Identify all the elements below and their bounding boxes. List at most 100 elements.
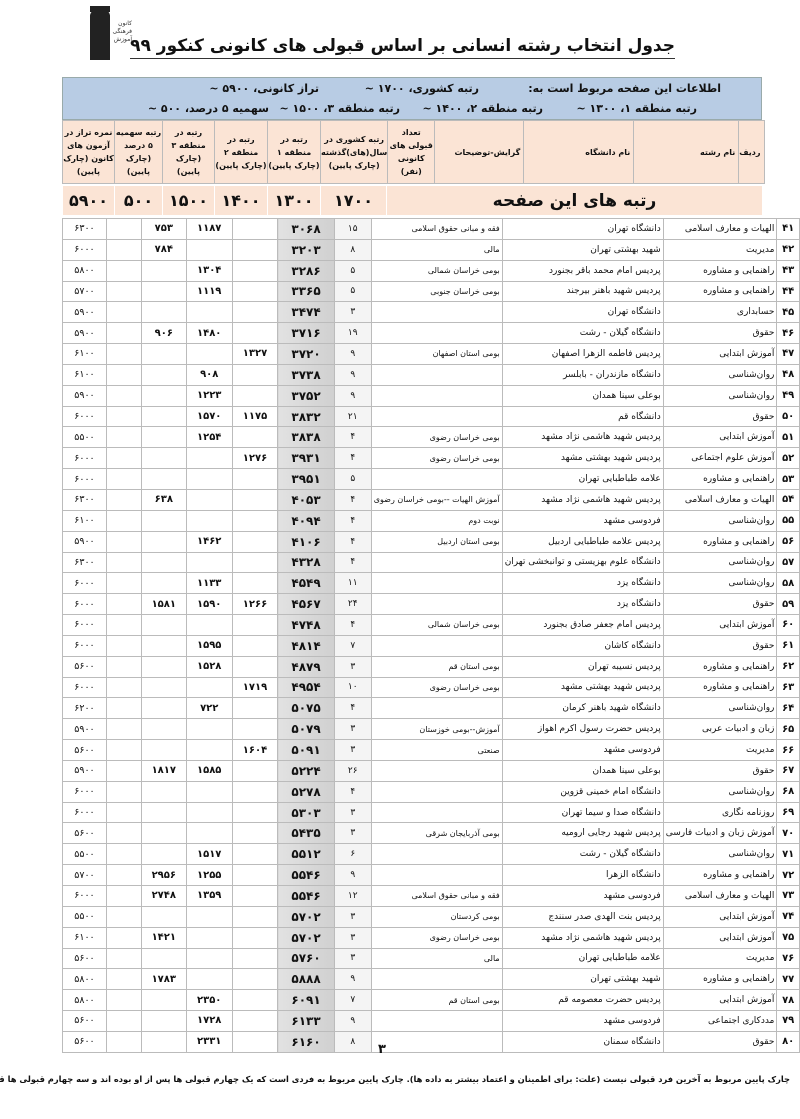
cell-major: حقوق (662, 593, 778, 616)
table-row: ۷۲ راهنمایی و مشاوره دانشگاه الزهرا ۹ ۵۵۴۶ ۱۲… (62, 864, 800, 886)
cell-count: ۴ (333, 697, 372, 720)
cell-university: پردیس شهید هاشمی نژاد مشهد (501, 926, 664, 949)
cell-quota5 (105, 343, 142, 365)
cell-quota5 (105, 426, 142, 449)
cell-major: آموزش ابتدایی (662, 426, 778, 449)
table-row: ۴۶ حقوق دانشگاه گیلان - رشت ۱۹ ۳۷۱۶ ۱۴۸۰ ۹۰۶ ۵۹… (62, 322, 800, 345)
cell-region2 (185, 509, 233, 532)
cell-major: آموزش زبان و ادبیات فارسی (662, 822, 778, 845)
cell-region3 (140, 405, 187, 428)
cell-national-rank: ۴۳۲۸ (277, 551, 335, 574)
cell-radif: ۶۷ (776, 759, 800, 782)
cell-major: الهیات و معارف اسلامی (662, 885, 778, 907)
cell-count: ۴ (333, 780, 372, 803)
table-row: ۴۲ مدیریت شهید بهشتی تهران مالی ۸ ۳۲۰۳ ۷۸۴ ۶۰۰۰ (62, 238, 800, 261)
cell-taraz: ۶۱۰۰ (62, 926, 107, 949)
cell-region3: ۱۴۲۱ (140, 926, 187, 949)
cell-count: ۳ (333, 947, 372, 970)
table-row: ۷۱ روان‌شناسی دانشگاه گیلان - رشت ۶ ۵۵۱۲ ۱۵۱۷… (62, 843, 800, 866)
cell-notes: بومی خراسان شمالی (370, 614, 503, 636)
cell-taraz: ۶۰۰۰ (62, 614, 107, 636)
cell-university: دانشگاه امام خمینی قزوین (501, 780, 664, 803)
cell-national-rank: ۵۲۷۸ (277, 780, 335, 803)
cell-region3 (140, 530, 187, 553)
cell-major: روان‌شناسی (662, 697, 778, 720)
cell-region3 (140, 551, 187, 574)
table-row: ۵۰ حقوق دانشگاه قم ۲۱ ۳۸۳۲ ۱۱۷۵ ۱۵۷۰ ۶۰۰۰ (62, 405, 800, 428)
cell-radif: ۷۷ (776, 968, 800, 991)
cell-notes (370, 843, 503, 866)
info-region3: رتبه منطقه ۳، ۱۵۰۰ ~ (279, 102, 400, 115)
cell-major: آموزش ابتدایی (662, 905, 778, 928)
cell-region2 (185, 780, 233, 803)
header-notes: گرایش-توضیحات (434, 120, 525, 184)
cell-major: مددکاری اجتماعی (662, 1010, 778, 1032)
cell-taraz: ۶۰۰۰ (62, 676, 107, 699)
cell-count: ۴ (333, 509, 372, 532)
cell-national-rank: ۵۵۴۶ (277, 885, 335, 907)
info-region1: رتبه منطقه ۱، ۱۳۰۰ ~ (576, 102, 697, 115)
cell-count: ۴ (333, 488, 372, 511)
cell-region2: ۱۱۳۳ (185, 572, 233, 595)
cell-radif: ۷۵ (776, 926, 800, 949)
cell-region2 (185, 468, 233, 490)
cell-notes (370, 551, 503, 574)
cell-major: راهنمایی و مشاوره (662, 259, 778, 282)
footnote: چارک پایین مربوط به آخرین فرد قبولی نیست… (0, 1074, 790, 1084)
cell-region3 (140, 1030, 187, 1053)
cell-national-rank: ۵۲۲۴ (277, 759, 335, 782)
cell-university: پردیس شهید رجایی ارومیه (501, 822, 664, 845)
cell-university: دانشگاه علوم بهزیستی و توانبخشی تهران (501, 551, 664, 574)
table-row: ۷۳ الهیات و معارف اسلامی فردوسی مشهد فقه و … (62, 885, 800, 907)
cell-taraz: ۵۹۰۰ (62, 384, 107, 407)
cell-count: ۳ (333, 301, 372, 324)
graduate-figure-icon (90, 10, 110, 60)
cell-university: پردیس شهید هاشمی نژاد مشهد (501, 488, 664, 511)
cell-count: ۲۴ (333, 593, 372, 616)
cell-national-rank: ۳۸۳۲ (277, 405, 335, 428)
cell-taraz: ۵۹۰۰ (62, 718, 107, 741)
cell-national-rank: ۳۷۳۸ (277, 363, 335, 386)
cell-national-rank: ۴۰۵۳ (277, 488, 335, 511)
cell-region1 (231, 363, 279, 386)
cell-radif: ۷۳ (776, 885, 800, 907)
cell-region3 (140, 1010, 187, 1032)
cell-quota5 (105, 655, 142, 678)
cell-region1: ۱۳۲۷ (231, 343, 279, 365)
cell-notes: بومی آذربایجان شرقی (370, 822, 503, 845)
cell-national-rank: ۶۱۶۰ (277, 1030, 335, 1053)
cell-major: حقوق (662, 759, 778, 782)
cell-quota5 (105, 468, 142, 490)
table-row: ۶۶ مدیریت فردوسی مشهد صنعتی ۳ ۵۰۹۱ ۱۶۰۴ ۵۶۰۰ (62, 739, 800, 761)
cell-major: حقوق (662, 634, 778, 657)
cell-count: ۳ (333, 822, 372, 845)
cell-region2: ۷۲۲ (185, 697, 233, 720)
cell-radif: ۴۲ (776, 238, 800, 261)
cell-radif: ۵۶ (776, 530, 800, 553)
cell-notes: بومی خراسان رضوی (370, 447, 503, 470)
header-major: نام رشته (633, 120, 740, 184)
cell-region3 (140, 572, 187, 595)
cell-region1 (231, 259, 279, 282)
cell-region1 (231, 1030, 279, 1053)
cell-region2: ۱۵۹۰ (185, 593, 233, 616)
cell-region2: ۱۲۲۳ (185, 384, 233, 407)
cell-taraz: ۵۹۰۰ (62, 301, 107, 324)
cell-count: ۲۱ (333, 405, 372, 428)
logo: کانون فرهنگی آموزش (88, 6, 132, 62)
cell-region2: ۱۵۸۵ (185, 759, 233, 782)
cell-region2: ۱۲۵۵ (185, 864, 233, 886)
cell-region2: ۱۵۹۵ (185, 634, 233, 657)
cell-national-rank: ۴۷۴۸ (277, 614, 335, 636)
cell-region2 (185, 343, 233, 365)
cell-national-rank: ۵۴۳۵ (277, 822, 335, 845)
cell-region1 (231, 218, 279, 240)
table-row: ۷۸ آموزش ابتدایی پردیس حضرت معصومه قم بومی … (62, 989, 800, 1012)
cell-region3 (140, 718, 187, 741)
cell-region1 (231, 238, 279, 261)
cell-national-rank: ۳۴۷۴ (277, 301, 335, 324)
cell-university: پردیس علامه طباطبایی اردبیل (501, 530, 664, 553)
cell-taraz: ۵۶۰۰ (62, 947, 107, 970)
cell-region1 (231, 989, 279, 1012)
table-row: ۵۵ روان‌شناسی فردوسی مشهد نوبت دوم ۴ ۴۰۹۴ ۶۱۰۰ (62, 509, 800, 532)
